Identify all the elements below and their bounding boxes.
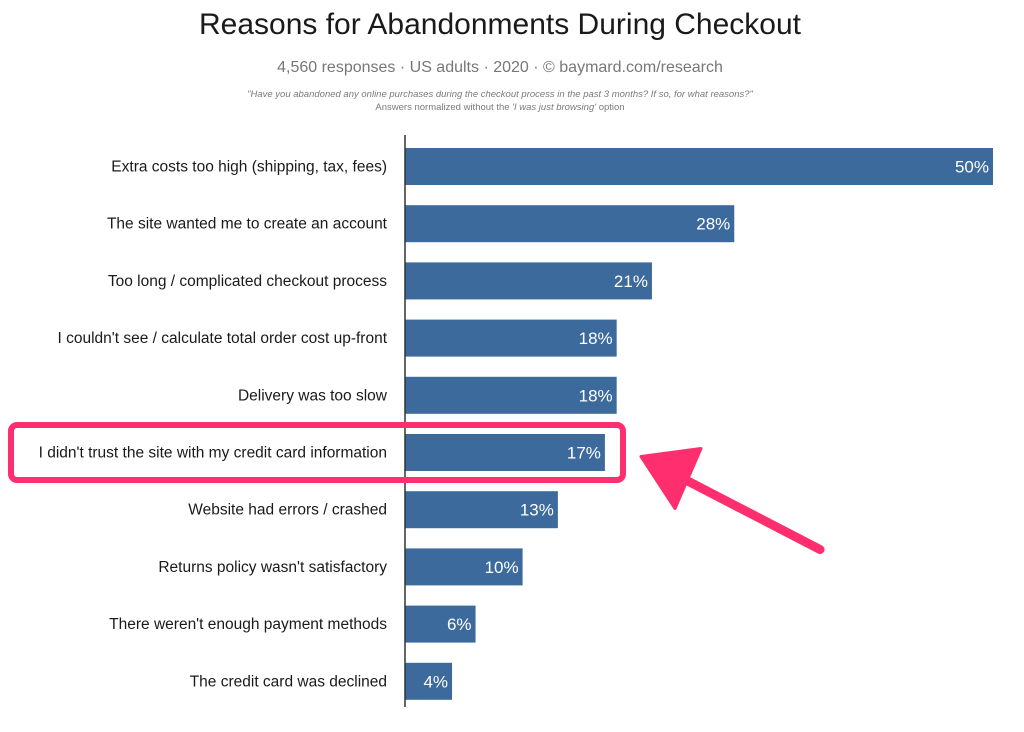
category-label: Delivery was too slow <box>238 387 388 404</box>
bar-too-long-complicated-checkout-process <box>405 262 652 300</box>
note-prefix: Answers normalized without the <box>375 102 513 113</box>
bar-returns-policy-wasn-t-satisfactory <box>405 548 523 586</box>
bar-there-weren-t-enough-payment-methods <box>405 605 476 643</box>
value-label: 4% <box>423 672 448 691</box>
chart-title: Reasons for Abandonments During Checkout <box>198 8 802 41</box>
highlight-box <box>8 422 626 483</box>
annotation-group <box>8 422 825 554</box>
category-label: Too long / complicated checkout process <box>108 273 387 290</box>
value-label: 17% <box>567 444 601 463</box>
bar-i-didn-t-trust-the-site-with-my-credit-card-information <box>405 434 605 471</box>
category-label: The site wanted me to create an account <box>107 216 388 233</box>
category-label: The credit card was declined <box>190 673 387 690</box>
value-label: 18% <box>579 329 613 348</box>
category-label: Extra costs too high (shipping, tax, fee… <box>111 159 387 176</box>
bar-the-site-wanted-me-to-create-an-account <box>405 205 735 243</box>
value-label: 6% <box>447 615 472 634</box>
value-label: 21% <box>614 272 648 291</box>
note-suffix: option <box>596 102 625 113</box>
note-italic: 'I was just browsing' <box>512 102 597 113</box>
category-label: Returns policy wasn't satisfactory <box>158 559 387 576</box>
normalization-note: Answers normalized without the 'I was ju… <box>0 102 1024 113</box>
chart-subtitle: 4,560 responses · US adults · 2020 · © b… <box>277 59 723 76</box>
value-label: 10% <box>485 558 519 577</box>
category-labels-group: Extra costs too high (shipping, tax, fee… <box>39 159 388 691</box>
arrow-shaft <box>674 472 825 554</box>
category-label: There weren't enough payment methods <box>109 616 387 633</box>
value-label: 18% <box>579 386 613 405</box>
bar-website-had-errors-crashed <box>405 491 558 529</box>
bars-group: 50% 28% 21% 18% 18% 17% 13% 10% 6% 4% <box>405 148 993 700</box>
category-label: I didn't trust the site with my credit c… <box>39 445 387 462</box>
category-label: I couldn't see / calculate total order c… <box>58 330 388 347</box>
bar-extra-costs-too-high-shipping-tax-fees <box>405 148 993 185</box>
bar-the-credit-card-was-declined <box>405 662 453 700</box>
arrow-head-icon <box>639 447 703 510</box>
bar-i-couldn-t-see-calculate-total-order-cost-up-front <box>405 319 617 357</box>
value-label: 28% <box>696 215 730 234</box>
category-label: Website had errors / crashed <box>188 502 387 519</box>
value-label: 13% <box>520 501 554 520</box>
value-label: 50% <box>955 158 989 177</box>
survey-question: "Have you abandoned any online purchases… <box>247 89 753 100</box>
bar-delivery-was-too-slow <box>405 376 617 414</box>
